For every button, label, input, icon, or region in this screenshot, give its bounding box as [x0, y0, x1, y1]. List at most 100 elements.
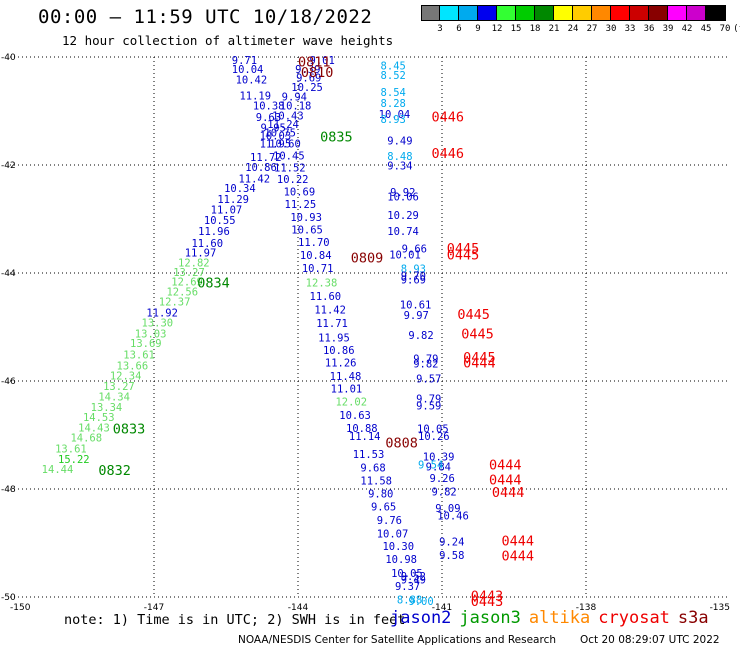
wave-height-label: 12.02 — [335, 397, 367, 409]
color-bar-label: 70 — [719, 24, 731, 34]
color-bar-label: 42 — [681, 24, 693, 34]
color-swatch — [668, 5, 687, 21]
wave-height-label: 10.26 — [418, 431, 450, 443]
wave-height-label: 11.29 — [217, 194, 249, 206]
color-bar-label: (ft) — [733, 24, 740, 34]
wave-height-label: 9.79 — [413, 353, 438, 365]
wave-height-label: 13.66 — [117, 360, 149, 372]
wave-height-label: 11.72 — [250, 152, 282, 164]
wave-height-label: 10.34 — [224, 183, 256, 195]
wave-height-label: 11.48 — [330, 371, 362, 383]
page-title: 00:00 – 11:59 UTC 10/18/2022 — [38, 6, 373, 28]
wave-height-label: 9.76 — [377, 515, 402, 527]
color-bar-label: 15 — [510, 24, 522, 34]
wave-height-label: 15.22 — [58, 454, 90, 466]
color-swatch — [478, 5, 497, 21]
pass-time-label: 0808 — [385, 436, 418, 452]
wave-height-label: 9.52 — [401, 571, 426, 583]
wave-height-label: 9.97 — [404, 310, 429, 322]
wave-height-label: 10.04 — [232, 64, 264, 76]
x-tick-label: -144 — [288, 603, 309, 613]
y-tick-label: -46 — [1, 377, 16, 387]
wave-height-label: 11.96 — [198, 226, 230, 238]
wave-height-label: 9.70 — [401, 271, 426, 283]
wave-height-label: 8.52 — [381, 70, 406, 82]
wave-height-label: 11.42 — [238, 174, 270, 186]
wave-height-label: 10.05 — [391, 568, 423, 580]
color-swatch — [649, 5, 668, 21]
pass-time-label: 0833 — [113, 422, 146, 438]
pass-time-label: 0444 — [489, 458, 522, 474]
wave-height-label: 11.14 — [349, 431, 381, 443]
satellite-legend: jason2 jason3 altika cryosat s3a — [390, 608, 717, 628]
wave-height-label: 12.38 — [306, 278, 338, 290]
wave-height-label: 8.28 — [381, 98, 406, 110]
wave-height-label: 10.38 — [253, 101, 285, 113]
x-tick-label: -150 — [10, 603, 31, 613]
wave-height-label: 9.69 — [401, 274, 426, 286]
color-bar-label: 21 — [548, 24, 560, 34]
wave-height-label: 11.95 — [260, 138, 292, 150]
wave-height-label: 10.30 — [382, 541, 414, 553]
wave-height-label: 9.69 — [296, 73, 321, 85]
y-tick-label: -50 — [1, 593, 16, 603]
color-swatch — [421, 5, 440, 21]
wave-height-label: 8.93 — [381, 114, 406, 126]
color-bar-label: 39 — [662, 24, 674, 34]
color-swatch — [592, 5, 611, 21]
color-bar-label: 45 — [700, 24, 712, 34]
y-tick-label: -40 — [1, 53, 16, 63]
wave-height-label: 11.70 — [298, 237, 330, 249]
pass-time-label: 0444 — [502, 548, 535, 564]
wave-height-label: 13.03 — [135, 328, 167, 340]
wave-height-label: 9.49 — [387, 136, 412, 148]
wave-height-label: 12.56 — [166, 286, 198, 298]
x-tick-label: -135 — [710, 603, 730, 613]
pass-time-label: 0444 — [463, 356, 496, 372]
wave-height-label: 14.68 — [70, 433, 102, 445]
wave-height-label: 10.46 — [437, 510, 469, 522]
color-bar-label: 36 — [643, 24, 655, 34]
wave-height-label: 13.27 — [103, 381, 135, 393]
wave-height-label: 9.24 — [439, 536, 464, 548]
wave-height-label: 9.79 — [416, 393, 441, 405]
wave-height-label: 10.55 — [204, 215, 236, 227]
wave-height-label: 13.69 — [130, 338, 162, 350]
wave-height-label: 10.29 — [387, 210, 419, 222]
wave-height-label: 11.60 — [310, 291, 342, 303]
wave-height-label: 10.43 — [272, 110, 304, 122]
wave-height-label: 13.27 — [173, 267, 205, 279]
wave-height-label: 9.84 — [426, 461, 451, 473]
x-tick-label: -147 — [144, 603, 164, 613]
wave-height-label: 11.97 — [185, 247, 217, 259]
wave-height-label: 10.25 — [291, 82, 323, 94]
wave-height-label: 10.84 — [300, 250, 332, 262]
color-swatch — [554, 5, 573, 21]
wave-height-label: 10.18 — [280, 101, 312, 113]
wave-height-label: 10.07 — [377, 528, 409, 540]
wave-height-label: 9.92 — [390, 187, 415, 199]
pass-time-label: 0445 — [463, 350, 496, 366]
pass-time-label: 0446 — [431, 109, 464, 125]
y-tick-label: -42 — [1, 161, 16, 171]
color-swatch — [516, 5, 535, 21]
wave-height-label: 9.57 — [416, 373, 441, 385]
color-swatch — [706, 5, 725, 21]
pass-time-label: 0810 — [301, 65, 334, 81]
wave-height-label: 11.24 — [267, 119, 299, 131]
wave-height-label: 10.86 — [323, 345, 355, 357]
color-bar-label: 27 — [586, 24, 598, 34]
wave-height-label: 11.58 — [360, 475, 392, 487]
wave-height-label: 12.69 — [171, 277, 203, 289]
pass-time-label: 0444 — [492, 485, 525, 501]
y-tick-label: -48 — [1, 485, 16, 495]
wave-height-label: 8.93 — [401, 264, 426, 276]
wave-height-label: 14.53 — [83, 412, 115, 424]
pass-time-label: 0444 — [489, 472, 522, 488]
legend-entry: jason2 — [390, 608, 452, 628]
color-swatch — [535, 5, 554, 21]
wave-height-label: 10.69 — [284, 186, 316, 198]
wave-height-label: 11.53 — [353, 449, 385, 461]
wave-height-label: 9.82 — [431, 487, 456, 499]
